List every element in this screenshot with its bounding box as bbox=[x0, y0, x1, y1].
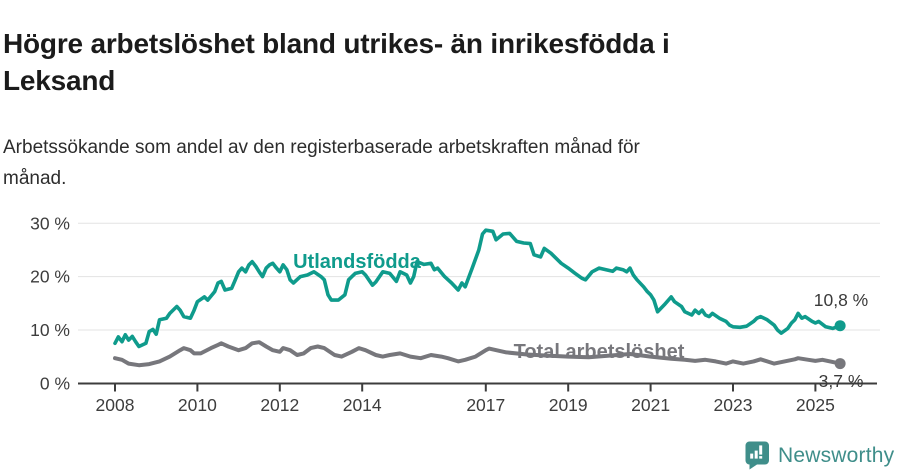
endpoint-dot-total bbox=[834, 358, 846, 370]
y-axis-tick-label: 10 % bbox=[30, 320, 70, 340]
x-axis-tick-label: 2008 bbox=[96, 395, 135, 415]
chart-subtitle: Arbetssökande som andel av den registerb… bbox=[3, 137, 640, 189]
x-axis-tick-label: 2017 bbox=[466, 395, 505, 415]
x-axis-tick-label: 2025 bbox=[796, 395, 835, 415]
logo-bar-2 bbox=[754, 450, 758, 459]
logo-bar-1 bbox=[750, 453, 754, 459]
x-axis-tick-label: 2010 bbox=[178, 395, 217, 415]
x-axis-tick-label: 2023 bbox=[714, 395, 753, 415]
y-axis-tick-label: 0 % bbox=[40, 373, 70, 393]
x-axis-tick-label: 2021 bbox=[631, 395, 670, 415]
newsworthy-logo-text: Newsworthy bbox=[778, 443, 895, 467]
logo-exclamation-stem bbox=[759, 445, 763, 455]
y-axis-tick-label: 30 % bbox=[30, 213, 70, 233]
page-title: Högre arbetslöshet bland utrikes- än inr… bbox=[3, 27, 670, 96]
series-label-utlandsfodda: Utlandsfödda bbox=[293, 251, 421, 273]
newsworthy-logo-icon bbox=[745, 441, 769, 470]
series-line-utlandsfodda bbox=[113, 228, 842, 349]
series-label-total-arbetsloshet: Total arbetslöshet bbox=[513, 341, 685, 363]
newsworthy-logo[interactable]: Newsworthy bbox=[745, 441, 894, 470]
endpoint-value-utlandsfodda: 10,8 % bbox=[813, 290, 869, 310]
x-axis-tick-label: 2019 bbox=[549, 395, 588, 415]
logo-exclamation-dot bbox=[759, 456, 763, 459]
x-axis-tick-label: 2014 bbox=[343, 395, 382, 415]
endpoint-value-total: 3,7 % bbox=[818, 371, 864, 391]
x-axis-tick-label: 2012 bbox=[260, 395, 299, 415]
y-axis-tick-label: 20 % bbox=[30, 267, 70, 287]
endpoint-dot-utlandsfodda bbox=[834, 320, 846, 332]
series-line-total bbox=[113, 340, 843, 368]
